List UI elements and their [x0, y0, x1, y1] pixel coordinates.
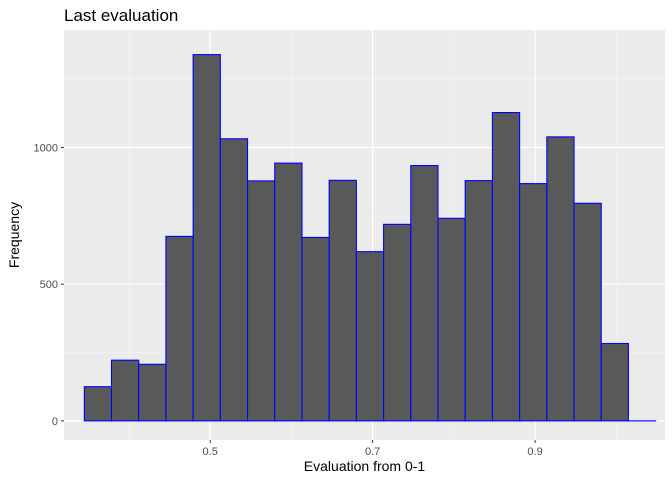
histogram-bar	[464, 180, 493, 422]
y-tick-label: 1000	[34, 143, 58, 155]
y-tick-label: 500	[40, 279, 58, 291]
histogram-bar	[546, 136, 575, 422]
histogram-bar	[355, 251, 385, 422]
histogram-bar	[573, 202, 602, 422]
histogram-bar	[301, 236, 330, 422]
histogram-bar	[110, 359, 140, 422]
x-axis-title: Evaluation from 0-1	[304, 458, 426, 474]
histogram-bar	[138, 363, 167, 422]
histogram-bar	[328, 179, 357, 422]
histogram-bar	[192, 54, 221, 422]
histogram-bar	[83, 386, 113, 422]
histogram-bar	[600, 342, 630, 422]
x-tick-label: 0.9	[527, 446, 542, 458]
chart-title: Last evaluation	[64, 6, 178, 25]
histogram-bar	[519, 183, 548, 422]
y-tick-label: 0	[52, 416, 58, 428]
x-tick-label: 0.5	[203, 446, 218, 458]
histogram-bar	[383, 223, 412, 422]
histogram-bar	[274, 162, 303, 422]
histogram-bar	[491, 111, 521, 422]
histogram-bar	[219, 138, 249, 422]
y-axis-title: Frequency	[6, 202, 22, 268]
x-axis: 0.5 0.7 0.9	[203, 440, 543, 458]
histogram-bar	[410, 165, 439, 422]
y-axis: 0 500 1000	[34, 143, 64, 428]
histogram-bar	[165, 235, 194, 422]
histogram-bar	[246, 180, 276, 422]
histogram-bars	[83, 54, 657, 422]
histogram-bar	[437, 217, 466, 422]
x-tick-label: 0.7	[365, 446, 380, 458]
